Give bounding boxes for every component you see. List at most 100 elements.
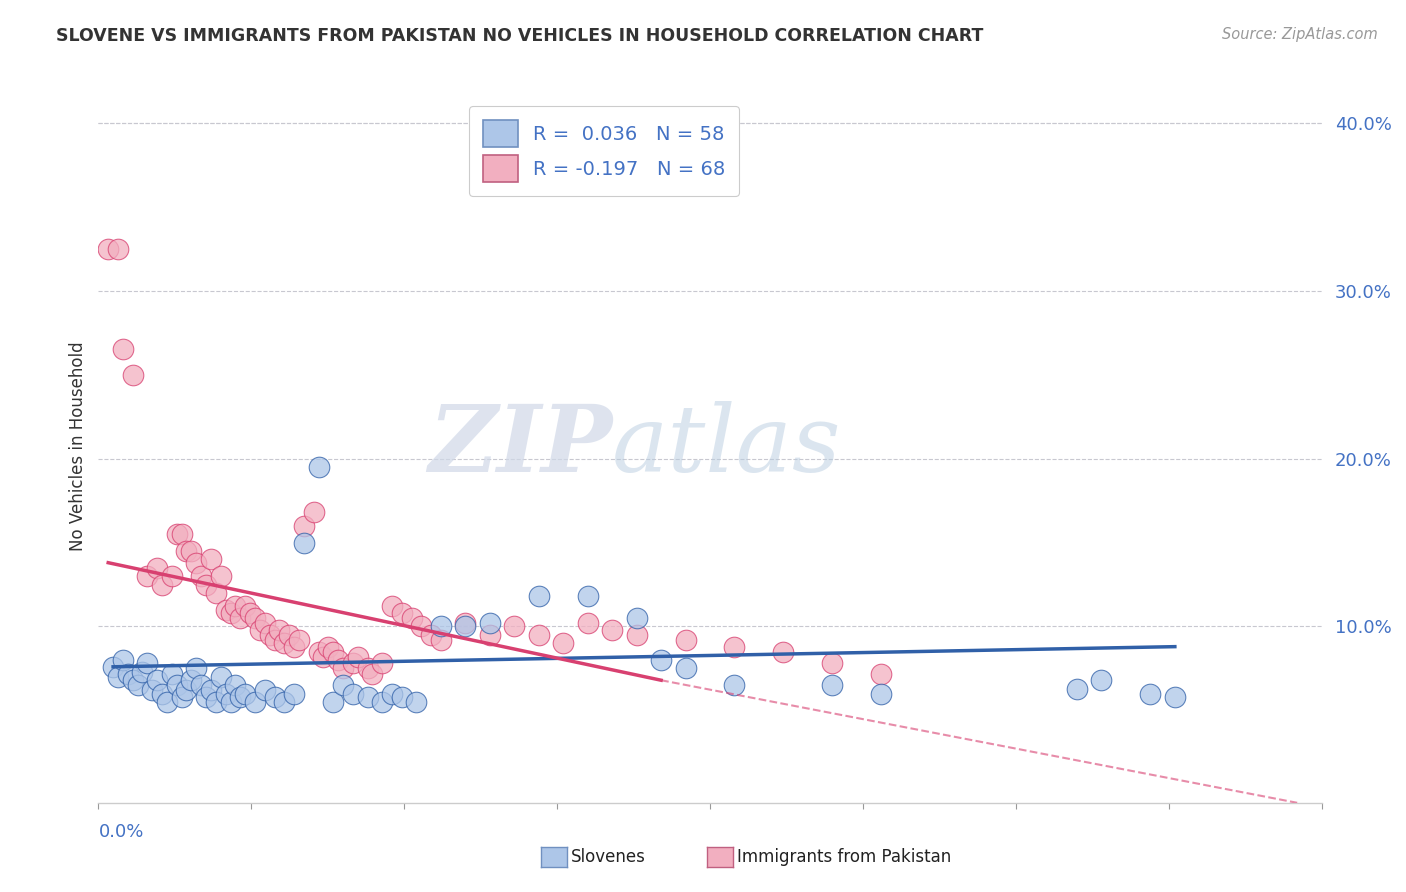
Point (150, 577, 173, 591)
Point (478, 628, 501, 642)
Point (229, 611, 252, 625)
Point (381, 687, 404, 701)
Point (308, 460, 330, 475)
Point (527, 628, 550, 642)
Point (278, 628, 301, 642)
Point (111, 653, 134, 667)
Point (200, 683, 222, 698)
Point (195, 577, 218, 591)
Point (117, 666, 139, 681)
Point (312, 649, 335, 664)
Point (219, 606, 242, 620)
Point (391, 606, 413, 620)
Point (136, 569, 159, 583)
Point (186, 661, 208, 675)
Point (454, 619, 477, 633)
Point (870, 666, 893, 681)
Point (190, 569, 212, 583)
Point (821, 678, 844, 692)
Point (1164, 690, 1187, 704)
Point (1090, 673, 1112, 688)
Point (233, 599, 256, 614)
Legend: R =  0.036   N = 58, R = -0.197   N = 68: R = 0.036 N = 58, R = -0.197 N = 68 (470, 106, 740, 196)
Point (346, 649, 368, 664)
Point (97, 242, 120, 256)
Point (263, 690, 285, 704)
Point (650, 653, 672, 667)
Point (239, 606, 262, 620)
Point (356, 661, 378, 675)
Point (430, 619, 453, 633)
Point (224, 678, 246, 692)
Point (176, 544, 198, 558)
Point (332, 661, 354, 675)
Point (121, 673, 143, 688)
Point (361, 666, 384, 681)
Point (478, 616, 501, 631)
Point (430, 632, 453, 647)
Point (219, 695, 242, 709)
Text: atlas: atlas (612, 401, 842, 491)
Text: SLOVENE VS IMMIGRANTS FROM PAKISTAN NO VEHICLES IN HOUSEHOLD CORRELATION CHART: SLOVENE VS IMMIGRANTS FROM PAKISTAN NO V… (56, 27, 984, 45)
Point (322, 695, 344, 709)
Point (263, 632, 285, 647)
Point (675, 661, 697, 675)
Point (127, 678, 149, 692)
Point (150, 687, 173, 701)
Point (292, 518, 315, 533)
Text: ZIP: ZIP (427, 401, 612, 491)
Point (166, 678, 188, 692)
Point (180, 673, 202, 688)
Point (253, 683, 276, 698)
Point (101, 660, 124, 674)
Point (209, 569, 232, 583)
Point (328, 653, 350, 667)
Point (259, 628, 281, 642)
Point (600, 623, 623, 637)
Point (1066, 681, 1088, 696)
Point (121, 368, 143, 382)
Point (371, 657, 394, 671)
Point (170, 527, 193, 541)
Point (356, 690, 378, 704)
Point (675, 632, 697, 647)
Point (283, 687, 305, 701)
Point (308, 645, 330, 659)
Point (870, 687, 893, 701)
Point (214, 687, 236, 701)
Point (160, 666, 183, 681)
Point (322, 645, 344, 659)
Point (111, 343, 134, 357)
Point (146, 560, 169, 574)
Text: Source: ZipAtlas.com: Source: ZipAtlas.com (1222, 27, 1378, 42)
Point (233, 687, 256, 701)
Point (224, 599, 246, 614)
Point (576, 616, 599, 631)
Point (166, 527, 188, 541)
Text: Slovenes: Slovenes (571, 848, 645, 866)
Y-axis label: No Vehicles in Household: No Vehicles in Household (69, 341, 87, 551)
Point (371, 695, 394, 709)
Point (527, 589, 550, 603)
Point (249, 623, 271, 637)
Point (772, 645, 794, 659)
Point (318, 640, 340, 654)
Point (391, 690, 413, 704)
Text: Immigrants from Pakistan: Immigrants from Pakistan (737, 848, 950, 866)
Point (821, 657, 844, 671)
Point (401, 611, 423, 625)
Point (195, 690, 218, 704)
Point (136, 657, 159, 671)
Point (1139, 687, 1161, 701)
Point (229, 690, 252, 704)
Point (176, 683, 198, 698)
Point (205, 695, 228, 709)
Point (107, 670, 129, 684)
Point (576, 589, 599, 603)
Point (553, 636, 575, 650)
Point (214, 603, 236, 617)
Point (626, 611, 648, 625)
Text: 0.0%: 0.0% (98, 822, 143, 841)
Point (626, 628, 648, 642)
Point (342, 687, 364, 701)
